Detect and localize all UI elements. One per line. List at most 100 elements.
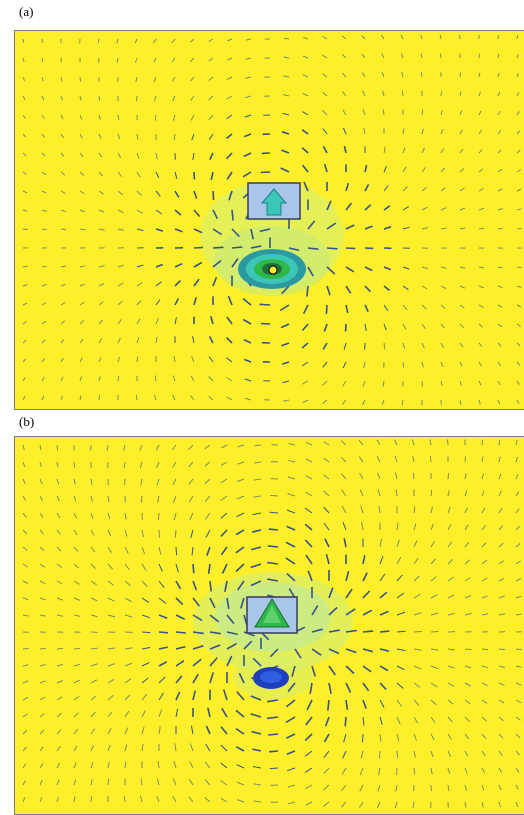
vector-field-arrow-icon	[266, 561, 279, 565]
vector-field-arrow-icon	[79, 283, 86, 287]
vector-field-arrow-icon	[323, 490, 330, 497]
vector-field-arrow-icon	[302, 74, 309, 78]
vector-field-arrow-icon	[516, 53, 519, 59]
vector-field-arrow-icon	[400, 34, 404, 40]
vector-field-arrow-icon	[79, 133, 83, 139]
vector-field-arrow-icon	[243, 640, 253, 650]
vector-field-arrow-icon	[175, 563, 179, 573]
vector-field-arrow-icon	[90, 745, 95, 752]
vector-field-arrow-icon	[123, 461, 126, 468]
vector-field-arrow-icon	[98, 357, 102, 363]
vector-field-arrow-icon	[307, 570, 313, 582]
vector-field-arrow-icon	[155, 299, 161, 306]
vector-field-arrow-icon	[340, 440, 347, 446]
vector-field-arrow-icon	[124, 580, 131, 587]
vector-field-arrow-icon	[323, 457, 330, 463]
vector-field-arrow-icon	[364, 184, 370, 192]
vector-field-arrow-icon	[430, 576, 437, 582]
vector-field-arrow-icon	[341, 72, 347, 78]
vector-field-arrow-icon	[188, 796, 194, 803]
vector-field-arrow-icon	[231, 228, 240, 238]
vector-field-arrow-icon	[56, 647, 64, 650]
diamond-particle-icon	[246, 596, 298, 634]
vector-field-arrow-icon	[209, 657, 218, 667]
vector-field-arrow-icon	[189, 743, 194, 752]
vector-field-arrow-icon	[209, 631, 222, 635]
vector-field-arrow-icon	[56, 580, 63, 585]
vector-field-arrow-icon	[322, 36, 328, 40]
vector-field-arrow-icon	[283, 37, 290, 40]
vector-field-arrow-icon	[73, 580, 80, 585]
vector-field-arrow-icon	[79, 76, 82, 82]
vector-field-arrow-icon	[421, 147, 425, 154]
vector-field-arrow-icon	[117, 228, 125, 231]
vector-field-arrow-icon	[22, 57, 25, 63]
vector-field-arrow-icon	[192, 152, 195, 160]
vector-field-arrow-icon	[359, 784, 364, 792]
vector-field-arrow-icon	[464, 733, 470, 740]
vector-field-arrow-icon	[302, 92, 309, 97]
vector-field-arrow-icon	[478, 285, 484, 289]
vector-field-arrow-icon	[136, 264, 144, 268]
vector-field-arrow-icon	[309, 682, 313, 695]
vector-field-arrow-icon	[107, 711, 113, 718]
vector-field-arrow-icon	[22, 478, 26, 484]
vector-field-arrow-icon	[515, 560, 521, 565]
vector-field-arrow-icon	[497, 323, 503, 328]
vector-field-arrow-icon	[413, 523, 417, 531]
vector-field-arrow-icon	[73, 779, 77, 786]
vector-field-arrow-icon	[342, 380, 347, 387]
vector-field-arrow-icon	[396, 574, 403, 582]
vector-field-arrow-icon	[396, 592, 405, 599]
vector-field-arrow-icon	[173, 355, 176, 363]
vector-field-arrow-icon	[124, 614, 133, 618]
vector-field-arrow-icon	[175, 580, 182, 590]
vector-field-arrow-icon	[345, 665, 355, 675]
vector-field-arrow-icon	[440, 148, 445, 154]
vector-field-arrow-icon	[22, 461, 26, 467]
vector-field-arrow-icon	[245, 76, 252, 79]
vector-field-arrow-icon	[464, 648, 472, 651]
vector-field-arrow-icon	[281, 342, 290, 347]
vector-field-arrow-icon	[209, 597, 216, 609]
vector-field-arrow-icon	[90, 796, 93, 803]
vector-field-arrow-icon	[226, 642, 237, 650]
vector-field-arrow-icon	[158, 646, 168, 650]
vector-field-arrow-icon	[259, 228, 271, 233]
vector-field-arrow-icon	[379, 539, 382, 548]
vector-field-arrow-icon	[235, 746, 245, 752]
vector-field-arrow-icon	[459, 187, 465, 192]
vector-field-arrow-icon	[311, 605, 319, 616]
vector-field-arrow-icon	[174, 190, 180, 198]
vector-field-arrow-icon	[175, 660, 185, 667]
vector-field-arrow-icon	[464, 456, 466, 463]
vector-field-arrow-icon	[516, 342, 521, 347]
vector-field-arrow-icon	[268, 733, 279, 736]
vector-field-arrow-icon	[459, 110, 463, 116]
vector-field-arrow-icon	[478, 304, 484, 309]
vector-field-arrow-icon	[516, 285, 522, 288]
vector-field-arrow-icon	[124, 710, 130, 718]
vector-field-arrow-icon	[107, 778, 110, 786]
vector-field-arrow-icon	[376, 801, 381, 809]
vector-field-arrow-icon	[447, 716, 453, 723]
vector-field-arrow-icon	[343, 538, 347, 548]
vector-field-arrow-icon	[189, 761, 194, 769]
vector-field-arrow-icon	[60, 95, 63, 101]
vector-field-arrow-icon	[251, 529, 262, 533]
vector-field-arrow-icon	[236, 764, 245, 769]
vector-field-arrow-icon	[90, 663, 98, 667]
vector-field-arrow-icon	[304, 523, 313, 531]
vector-field-arrow-icon	[341, 505, 347, 514]
vector-field-arrow-icon	[328, 587, 334, 599]
vector-field-arrow-icon	[56, 512, 61, 519]
vector-field-arrow-icon	[413, 612, 422, 616]
vector-field-arrow-icon	[175, 546, 178, 556]
vector-field-arrow-icon	[73, 461, 76, 468]
vector-field-arrow-icon	[402, 361, 405, 368]
vector-field-arrow-icon	[41, 265, 47, 268]
vector-field-arrow-icon	[174, 317, 177, 325]
vector-field-arrow-icon	[175, 708, 179, 718]
vector-field-arrow-icon	[478, 72, 481, 78]
vector-field-arrow-icon	[158, 546, 162, 555]
